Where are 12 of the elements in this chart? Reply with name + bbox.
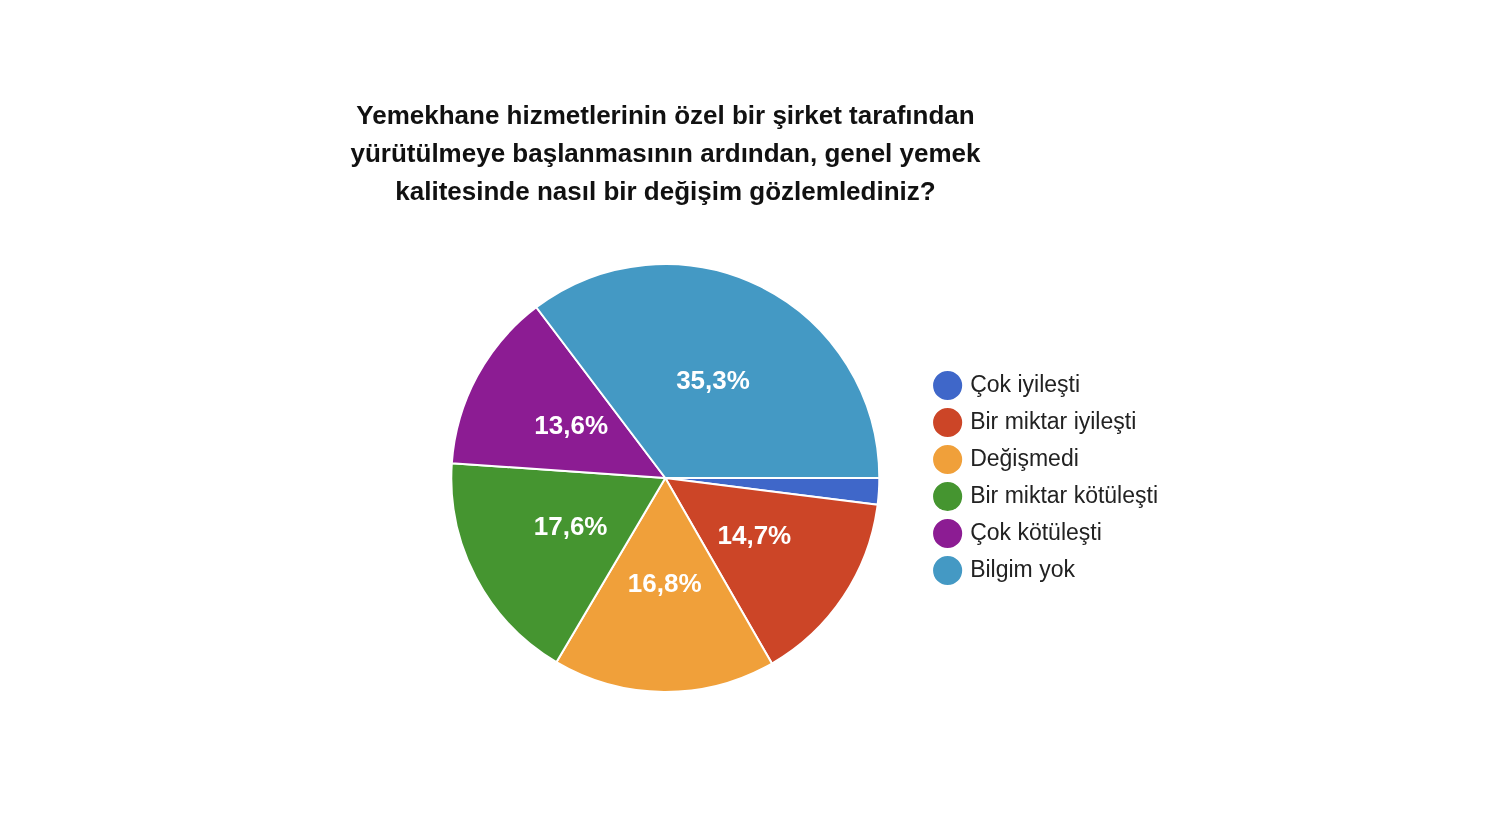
legend-label: Bir miktar iyileşti: [970, 407, 1137, 434]
legend-label: Çok iyileşti: [970, 370, 1081, 397]
data-label: 35,3%: [676, 365, 750, 396]
data-label: 16,8%: [627, 568, 702, 599]
legend-label: Çok kötüleşti: [970, 518, 1102, 545]
legend-label: Bir miktar kötüleşti: [970, 481, 1158, 508]
legend-label: Değişmedi: [970, 444, 1079, 471]
chart-title: Yemekhane hizmetlerinin özel bir şirket tarafından yürütülmeye başlanmasının ardından, genel yemek kalitesinde nasıl bir değişim gözlemlediniz?: [349, 99, 982, 208]
data-label: 17,6%: [533, 510, 608, 541]
legend-label: Bilgim yok: [970, 555, 1076, 582]
data-label: 13,6%: [534, 410, 609, 441]
data-label: 14,7%: [717, 520, 792, 551]
